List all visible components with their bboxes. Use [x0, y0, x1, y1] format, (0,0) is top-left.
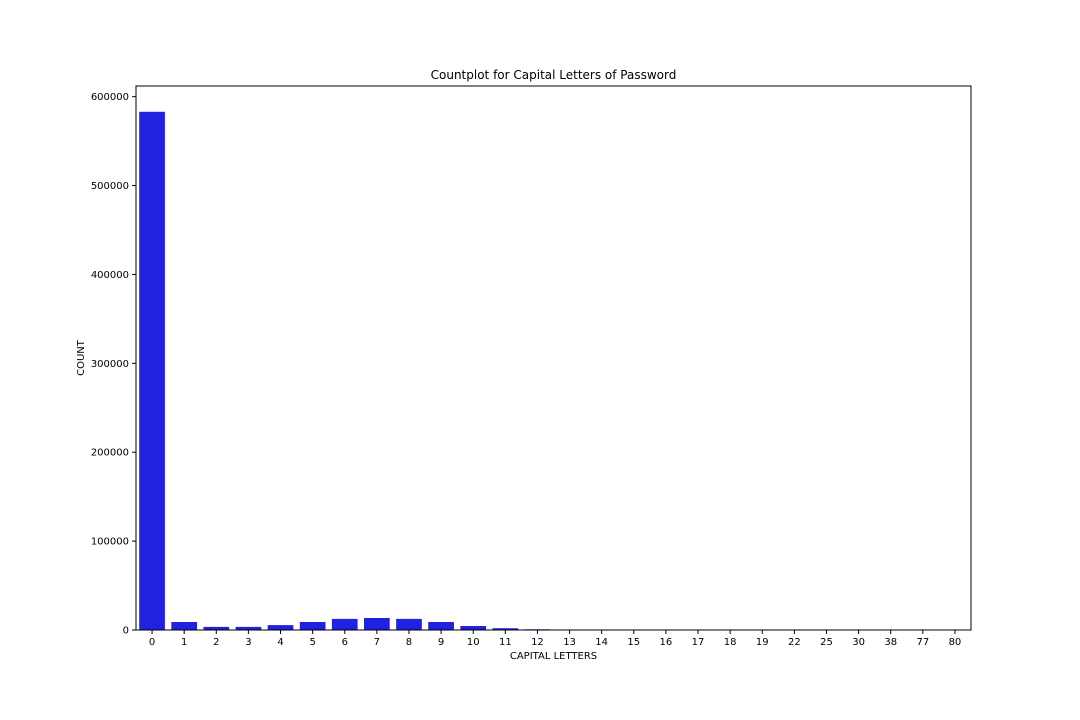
y-tick-label-0: 0	[123, 626, 129, 637]
x-tick-label-0: 0	[149, 637, 155, 648]
x-tick-label-16: 16	[660, 637, 673, 648]
y-axis: 0 100000 200000 300000 400000 500000 600000	[91, 92, 136, 637]
bar-6	[331, 618, 358, 630]
x-tick-label-77: 77	[916, 637, 929, 648]
bar-11	[492, 628, 519, 630]
x-axis: 0 1 2 3 4 5 6 7 8 9 10 11 12 13 14 15 16 17 18 19 22 25 30 38 77…	[149, 630, 961, 648]
x-tick-label-17: 17	[692, 637, 705, 648]
bar-10	[460, 626, 487, 630]
x-tick-label-22: 22	[788, 637, 801, 648]
x-tick-label-1: 1	[181, 637, 187, 648]
x-tick-label-5: 5	[309, 637, 315, 648]
x-axis-title: CAPITAL LETTERS	[510, 651, 597, 662]
x-tick-label-30: 30	[852, 637, 865, 648]
x-tick-label-11: 11	[499, 637, 512, 648]
x-tick-label-4: 4	[277, 637, 283, 648]
x-tick-label-3: 3	[245, 637, 251, 648]
x-tick-label-19: 19	[756, 637, 769, 648]
bar-4	[267, 625, 294, 630]
bar-5	[299, 622, 326, 630]
x-tick-label-14: 14	[595, 637, 608, 648]
x-tick-label-7: 7	[374, 637, 380, 648]
x-tick-label-9: 9	[438, 637, 444, 648]
y-tick-label-600000: 600000	[91, 92, 129, 103]
x-tick-label-2: 2	[213, 637, 219, 648]
y-tick-label-200000: 200000	[91, 448, 129, 459]
y-tick-label-500000: 500000	[91, 181, 129, 192]
x-tick-label-80: 80	[949, 637, 962, 648]
bar-1	[171, 622, 198, 630]
y-tick-label-400000: 400000	[91, 270, 129, 281]
x-tick-label-18: 18	[724, 637, 737, 648]
bar-0	[139, 111, 165, 630]
x-tick-label-10: 10	[467, 637, 480, 648]
x-tick-label-25: 25	[820, 637, 833, 648]
y-axis-title: COUNT	[76, 339, 87, 376]
x-tick-label-6: 6	[342, 637, 348, 648]
bar-8	[396, 618, 422, 630]
x-tick-label-38: 38	[884, 637, 897, 648]
y-tick-label-300000: 300000	[91, 359, 129, 370]
bars-group	[139, 111, 711, 630]
bar-7	[364, 618, 390, 630]
bar-3	[235, 626, 262, 630]
bar-2	[203, 626, 230, 630]
y-tick-label-100000: 100000	[91, 537, 129, 548]
bar-9	[428, 622, 454, 630]
x-tick-label-15: 15	[627, 637, 640, 648]
x-tick-label-13: 13	[563, 637, 576, 648]
x-tick-label-8: 8	[406, 637, 412, 648]
plot-frame	[135, 85, 972, 631]
chart-title: Countplot for Capital Letters of Passwor…	[431, 68, 677, 82]
x-tick-label-12: 12	[531, 637, 544, 648]
